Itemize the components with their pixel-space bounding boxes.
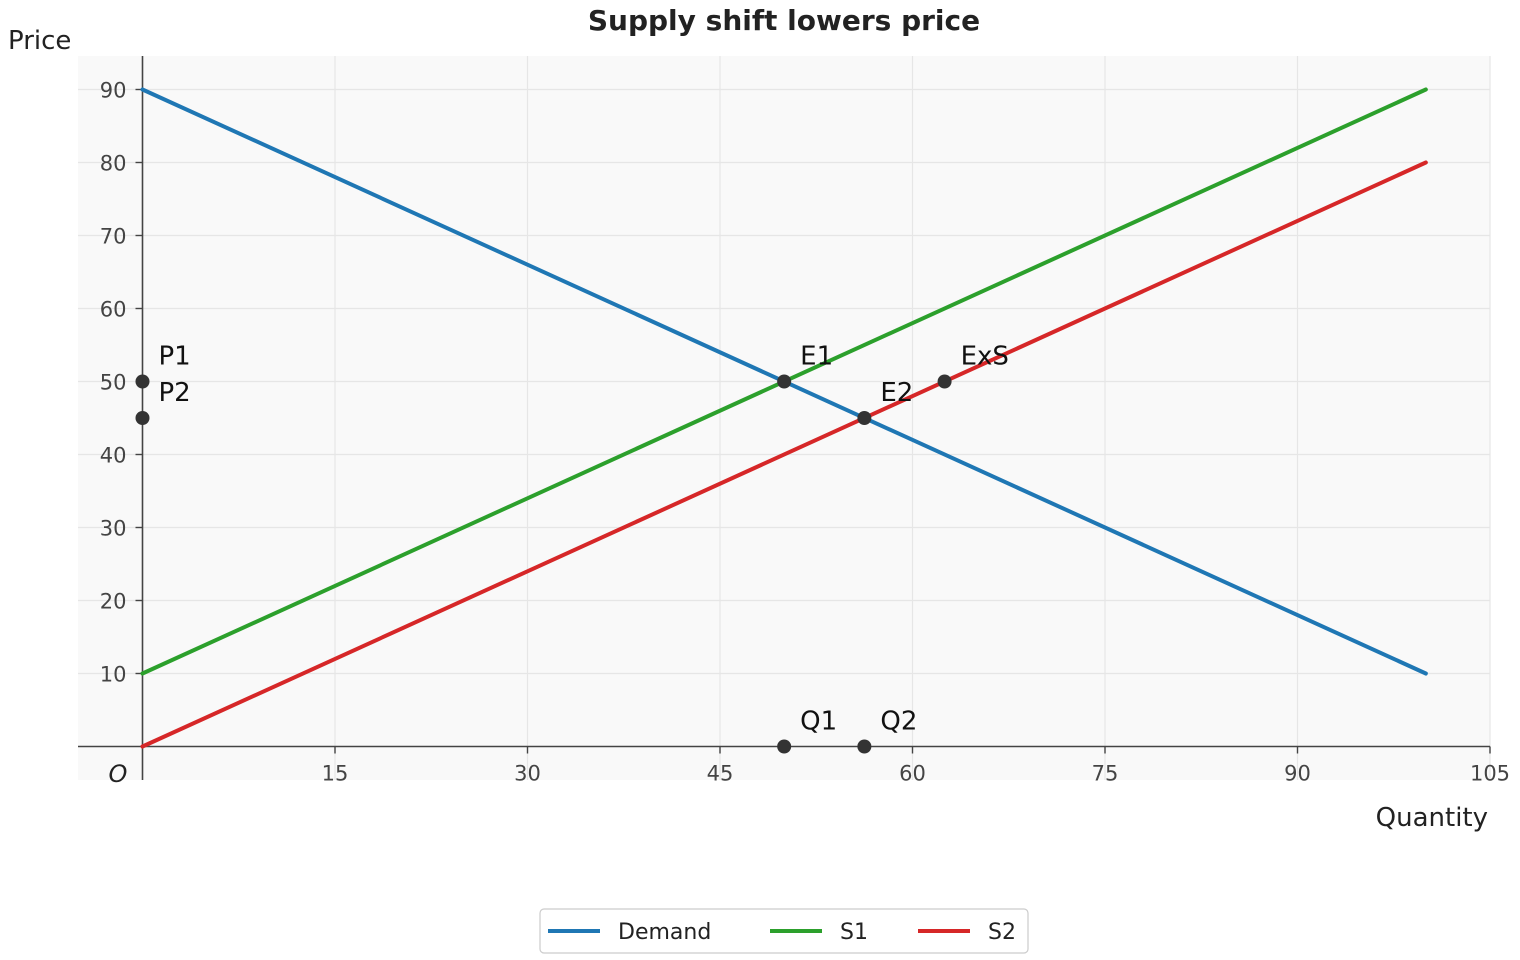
y-tick-label: 30 (100, 517, 127, 541)
y-tick-label: 40 (100, 444, 127, 468)
plot-background (78, 56, 1490, 780)
point-label-e2: E2 (880, 378, 913, 408)
point-e1 (777, 374, 792, 389)
chart-title: Supply shift lowers price (588, 4, 980, 37)
series-line-s2 (140, 160, 1428, 749)
legend-label-s1: S1 (840, 920, 868, 945)
x-tick-label: 45 (707, 762, 734, 786)
grid (78, 56, 1491, 780)
x-tick-label: 75 (1092, 762, 1119, 786)
x-tick-label: 90 (1284, 762, 1311, 786)
y-tick-label: 10 (100, 663, 127, 687)
point-label-exs: ExS (961, 342, 1009, 372)
point-p1 (135, 374, 150, 389)
point-label-p1: P1 (159, 342, 191, 372)
point-label-q1: Q1 (800, 707, 837, 737)
point-label-q2: Q2 (880, 707, 917, 737)
ticks: 15 30 45 60 75 90 105 10 20 30 40 50 60 70 80 90 (100, 79, 1510, 786)
x-tick-label: 60 (899, 762, 926, 786)
point-q2 (857, 739, 872, 754)
x-tick-label: 30 (514, 762, 541, 786)
y-tick-label: 60 (100, 298, 127, 322)
marked-points: E1 E2 ExS P1 P2 Q1 Q2 (135, 342, 1009, 754)
legend-label-demand: Demand (618, 920, 711, 945)
y-axis-label: Price (8, 26, 71, 56)
y-tick-label: 80 (100, 152, 127, 176)
x-tick-label: 15 (322, 762, 349, 786)
point-exs (937, 374, 952, 389)
point-label-p2: P2 (159, 378, 191, 408)
point-e2 (857, 411, 872, 425)
origin-label: O (109, 760, 128, 788)
legend-label-s2: S2 (988, 920, 1016, 945)
point-p2 (135, 411, 150, 425)
legend: Demand S1 S2 (539, 908, 1029, 954)
x-tick-label: 105 (1470, 762, 1510, 786)
y-tick-label: 90 (100, 79, 127, 103)
y-tick-label: 70 (100, 225, 127, 249)
y-tick-label: 50 (100, 371, 127, 395)
y-tick-label: 20 (100, 590, 127, 614)
point-q1 (777, 739, 792, 754)
x-axis-label: Quantity (1376, 803, 1488, 833)
point-label-e1: E1 (800, 342, 833, 372)
